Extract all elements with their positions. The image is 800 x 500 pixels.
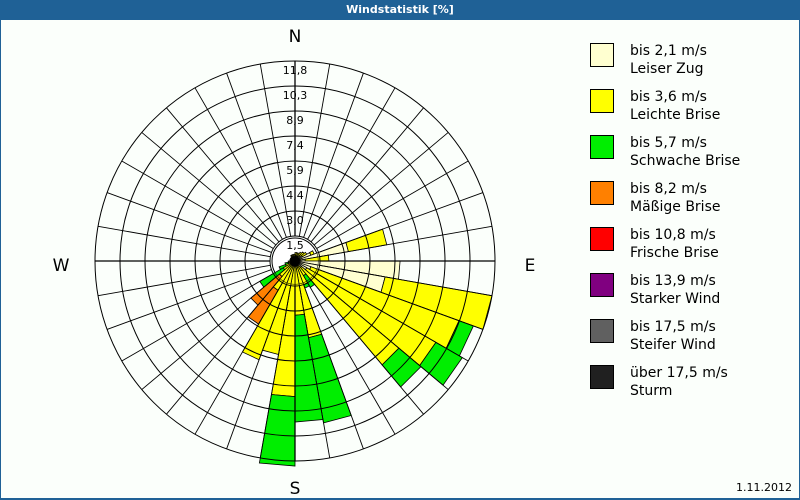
compass-w: W: [53, 256, 70, 276]
legend-swatch: [590, 273, 614, 297]
svg-text:5,9: 5,9: [286, 164, 304, 177]
polar-grid: [94, 60, 496, 462]
svg-text:4,4: 4,4: [286, 189, 304, 202]
legend-swatch: [590, 89, 614, 113]
legend-label: Schwache Brise: [630, 153, 741, 169]
legend-label: Mäßige Brise: [630, 199, 721, 215]
ring-labels: 1,5 3,0 4,4 5,9 7,4 8,9 10,3 11,8: [283, 64, 308, 252]
legend-swatch: [590, 227, 614, 251]
legend-label: Leiser Zug: [630, 61, 704, 77]
svg-text:7,4: 7,4: [286, 139, 304, 152]
legend-swatch: [590, 319, 614, 343]
legend-speed: über 17,5 m/s: [630, 365, 728, 381]
legend-label: Steifer Wind: [630, 337, 716, 353]
bottom-border: [0, 498, 800, 500]
svg-text:3,0: 3,0: [286, 214, 304, 227]
compass-s: S: [290, 479, 301, 499]
compass-e: E: [525, 256, 536, 276]
legend-label: Sturm: [630, 383, 673, 399]
legend-speed: bis 10,8 m/s: [630, 227, 716, 243]
legend-label: Leichte Brise: [630, 107, 721, 123]
legend-speed: bis 17,5 m/s: [630, 319, 716, 335]
legend-label: Frische Brise: [630, 245, 719, 261]
chart-title: Windstatistik [%]: [0, 0, 800, 20]
svg-text:10,3: 10,3: [283, 89, 308, 102]
svg-text:11,8: 11,8: [283, 64, 308, 77]
date-label: 1.11.2012: [736, 481, 792, 494]
legend-label: Starker Wind: [630, 291, 721, 307]
legend-speed: bis 13,9 m/s: [630, 273, 716, 289]
legend-speed: bis 8,2 m/s: [630, 181, 707, 197]
legend-speed: bis 5,7 m/s: [630, 135, 707, 151]
legend-swatch: [590, 181, 614, 205]
legend-speed: bis 3,6 m/s: [630, 89, 707, 105]
legend-swatch: [590, 135, 614, 159]
compass-n: N: [289, 27, 302, 47]
legend-speed: bis 2,1 m/s: [630, 43, 707, 59]
legend-swatch: [590, 43, 614, 67]
svg-text:1,5: 1,5: [286, 239, 304, 252]
legend-swatch: [590, 365, 614, 389]
svg-text:8,9: 8,9: [286, 114, 304, 127]
